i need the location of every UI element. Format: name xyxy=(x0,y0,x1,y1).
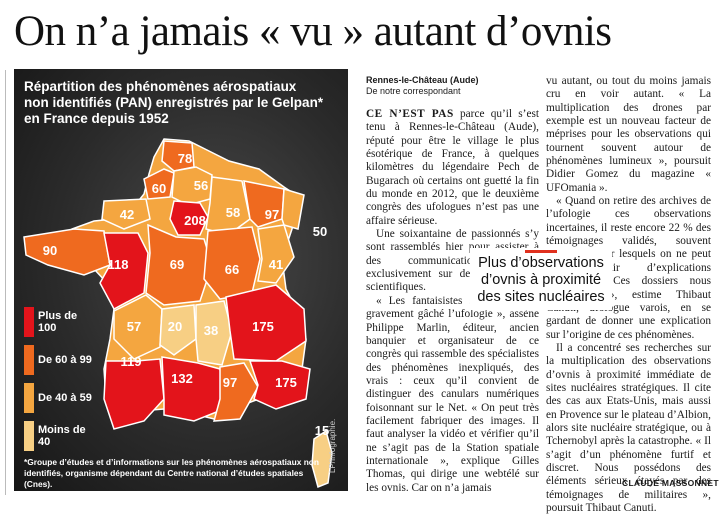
region-value-label: 78 xyxy=(178,151,192,166)
region-value-label: 208 xyxy=(184,213,206,228)
region-paca xyxy=(248,360,311,410)
page-left-rule xyxy=(5,70,6,495)
map-credit: LP/Infographie. xyxy=(328,418,337,473)
region-value-label: 97 xyxy=(265,207,279,222)
region-value-label: 42 xyxy=(120,207,134,222)
map-legend: Plus de 100 De 60 à 99 De 40 à 59 Moins … xyxy=(24,305,98,457)
legend-swatch xyxy=(24,345,34,375)
map-title: Répartition des phénomènes aérospatiaux … xyxy=(24,79,324,126)
region-value-label: 56 xyxy=(194,178,208,193)
region-value-label: 90 xyxy=(43,243,57,258)
region-languedoc xyxy=(212,362,259,422)
region-bretagne xyxy=(23,228,111,276)
legend-swatch xyxy=(24,307,34,337)
region-value-label: 50 xyxy=(313,224,327,239)
region-value-label: 20 xyxy=(168,319,182,334)
paragraph-text: vu autant, ou tout du moins jamais cru e… xyxy=(546,75,711,194)
article-author: CLAUDE MASSONNET xyxy=(622,478,719,488)
region-value-label: 66 xyxy=(225,262,239,277)
map-infographic: 78 60 56 208 42 58 97 50 90 118 69 66 41… xyxy=(14,69,348,491)
dateline-place: Rennes-le-Château (Aude) xyxy=(366,75,479,85)
region-aquitaine xyxy=(103,358,165,430)
headline: On n’a jamais « vu » autant d’ovnis xyxy=(14,8,612,55)
article-paragraph: Il a concentré ses recherches sur la mul… xyxy=(546,342,711,515)
region-value-label: 60 xyxy=(152,181,166,196)
region-value-label: 41 xyxy=(269,257,283,272)
region-corse xyxy=(311,429,333,489)
article-paragraph: CE N’EST PAS parce qu’il s’est tenu à Re… xyxy=(366,108,539,228)
pull-quote-rule xyxy=(525,250,557,253)
region-alsace xyxy=(281,188,305,230)
dateline-author: De notre correspondant xyxy=(366,86,461,96)
article-column-2: vu autant, ou tout du moins jamais cru e… xyxy=(546,75,711,515)
region-poitou xyxy=(113,294,163,360)
region-value-label: 175 xyxy=(252,319,274,334)
legend-swatch xyxy=(24,421,34,451)
region-value-label: 118 xyxy=(108,257,129,272)
legend-item: Plus de 100 xyxy=(24,305,98,339)
legend-label: Moins de 40 xyxy=(38,424,86,448)
region-midi-pyrenees xyxy=(161,356,225,422)
region-value-label: 15 xyxy=(315,423,329,438)
legend-item: De 40 à 59 xyxy=(24,381,98,415)
lead-caps: CE N’EST PAS xyxy=(366,108,454,120)
paragraph-text: Il a concentré ses recherches sur la mul… xyxy=(546,341,712,514)
region-lorraine xyxy=(243,180,285,228)
region-basse-normandie xyxy=(101,198,151,230)
region-value-label: 57 xyxy=(127,319,141,334)
region-haute-normandie xyxy=(143,168,175,200)
france-region-map: 78 60 56 208 42 58 97 50 90 118 69 66 41… xyxy=(23,138,333,489)
region-value-label: 69 xyxy=(170,257,184,272)
region-value-label: 175 xyxy=(275,375,297,390)
pull-quote: Plus d’observations d’ovnis à proximité … xyxy=(470,248,612,310)
region-value-label: 58 xyxy=(226,205,240,220)
region-ile-de-france xyxy=(169,200,209,236)
region-value-label: 119 xyxy=(121,354,142,369)
legend-swatch xyxy=(24,383,34,413)
article-dateline: Rennes-le-Château (Aude) De notre corres… xyxy=(366,75,479,97)
paragraph-text: « Les fantaisistes sont pollué et gravem… xyxy=(366,294,539,494)
paragraph-text: parce qu’il s’est tenu à Rennes-le-Châte… xyxy=(366,108,539,227)
pull-quote-text: Plus d’observations d’ovnis à proximité … xyxy=(477,255,605,305)
map-footnote: *Groupe d’études et d’informations sur l… xyxy=(24,457,320,489)
legend-label: Plus de 100 xyxy=(38,310,78,334)
region-limousin xyxy=(159,304,197,356)
legend-item: De 60 à 99 xyxy=(24,343,98,377)
region-value-label: 38 xyxy=(204,323,218,338)
region-auvergne xyxy=(195,300,233,366)
region-value-label: 132 xyxy=(171,371,193,386)
region-pays-de-la-loire xyxy=(99,232,149,311)
legend-label: De 60 à 99 xyxy=(38,354,92,366)
region-value-label: 97 xyxy=(223,375,237,390)
article-paragraph: « Les fantaisistes sont pollué et gravem… xyxy=(366,295,539,495)
region-centre xyxy=(145,223,213,306)
region-rhone-alpes xyxy=(225,284,307,362)
legend-label: De 40 à 59 xyxy=(38,392,92,404)
legend-item: Moins de 40 xyxy=(24,419,98,453)
article-paragraph: vu autant, ou tout du moins jamais cru e… xyxy=(546,75,711,195)
